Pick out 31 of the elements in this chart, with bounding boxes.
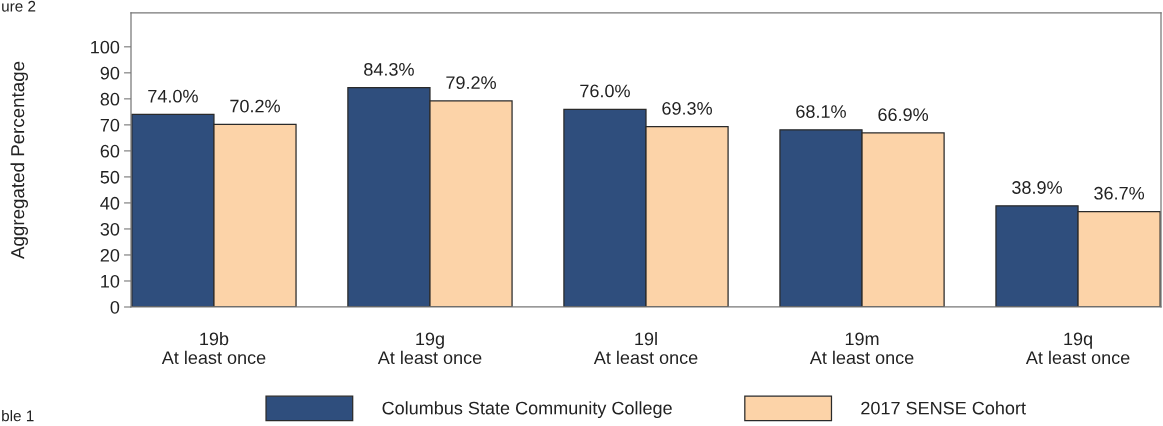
data-label: 70.2%: [230, 99, 280, 113]
x-tick-label: 19q At least once: [1025, 332, 1130, 365]
legend-label: 2017 SENSE Cohort: [861, 401, 1026, 415]
y-tick-label: 20: [100, 248, 120, 262]
y-axis-title: Aggregated Percentage: [10, 61, 28, 259]
legend-label: Columbus State Community College: [382, 401, 672, 419]
y-tick-label: 90: [100, 66, 120, 80]
data-label: 66.9%: [878, 108, 929, 122]
y-tick-label: 50: [100, 170, 120, 184]
y-tick-label: 10: [101, 274, 120, 288]
data-label: 76.0%: [580, 84, 630, 98]
y-tick-label: 70: [100, 118, 120, 132]
y-tick-label: 100: [91, 40, 120, 54]
x-tick-label: 19g At least once: [377, 332, 482, 365]
y-tick-label: 0: [110, 300, 120, 314]
text: ure 2: [2, 0, 36, 12]
x-tick-label: 19m At least once: [809, 332, 914, 365]
data-label: 38.9%: [1012, 181, 1062, 194]
x-tick-label: 19l At least once: [593, 332, 698, 365]
text: ble 1: [2, 410, 34, 422]
data-label: 68.1%: [796, 105, 846, 118]
data-label: 36.7%: [1094, 186, 1145, 200]
data-label: 84.3%: [364, 62, 414, 76]
y-tick-label: 60: [100, 144, 120, 158]
y-tick-label: 30: [100, 222, 120, 236]
x-tick-label: 19b At least once: [161, 332, 266, 365]
data-label: 79.2%: [446, 76, 496, 90]
data-label: 69.3%: [662, 102, 712, 115]
y-tick-label: 40: [100, 196, 120, 210]
y-tick-label: 80: [100, 92, 120, 106]
data-label: 74.0%: [148, 89, 198, 103]
